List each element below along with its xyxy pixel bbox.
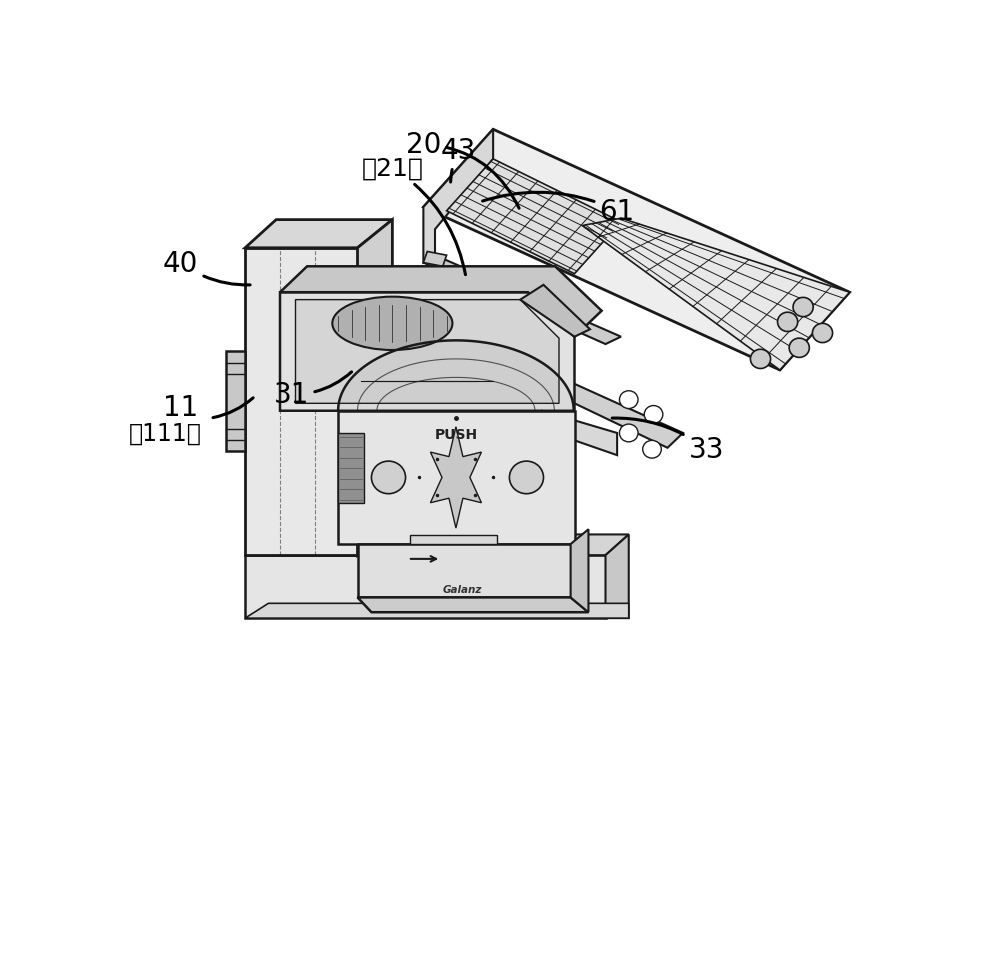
Polygon shape <box>296 300 559 404</box>
Polygon shape <box>338 433 364 504</box>
Circle shape <box>778 313 798 333</box>
Polygon shape <box>430 428 481 529</box>
Polygon shape <box>245 555 606 619</box>
Polygon shape <box>358 598 588 612</box>
Polygon shape <box>520 285 590 337</box>
Polygon shape <box>280 293 574 411</box>
Text: 11: 11 <box>163 394 198 422</box>
Polygon shape <box>423 256 621 345</box>
Ellipse shape <box>332 297 452 351</box>
Polygon shape <box>245 220 392 249</box>
Polygon shape <box>528 367 683 448</box>
Polygon shape <box>338 411 574 545</box>
Text: 40: 40 <box>163 249 250 285</box>
Circle shape <box>371 461 406 494</box>
Polygon shape <box>606 535 629 619</box>
Text: 61: 61 <box>483 193 635 226</box>
Polygon shape <box>582 219 850 371</box>
Text: 31: 31 <box>274 373 352 409</box>
Polygon shape <box>447 160 621 275</box>
Polygon shape <box>226 352 245 452</box>
Polygon shape <box>280 267 602 337</box>
Text: （21）: （21） <box>361 157 465 276</box>
Text: Galanz: Galanz <box>442 584 482 594</box>
Circle shape <box>619 425 638 442</box>
Text: PUSH: PUSH <box>434 428 477 442</box>
Text: 20: 20 <box>406 131 519 209</box>
Polygon shape <box>410 535 497 545</box>
Text: 33: 33 <box>612 419 724 464</box>
Polygon shape <box>534 411 617 456</box>
Circle shape <box>644 407 663 424</box>
Circle shape <box>619 391 638 409</box>
Polygon shape <box>423 130 493 263</box>
Polygon shape <box>245 604 629 619</box>
Circle shape <box>643 441 661 458</box>
Polygon shape <box>358 220 392 555</box>
Polygon shape <box>423 130 850 371</box>
Circle shape <box>750 350 771 369</box>
Circle shape <box>789 339 809 358</box>
Circle shape <box>812 324 833 343</box>
Polygon shape <box>571 530 588 612</box>
Polygon shape <box>245 535 629 555</box>
Polygon shape <box>245 249 358 555</box>
Polygon shape <box>358 545 571 598</box>
Text: 43: 43 <box>441 136 476 183</box>
Text: （111）: （111） <box>129 422 202 446</box>
Circle shape <box>793 298 813 317</box>
Polygon shape <box>423 252 447 267</box>
Circle shape <box>509 461 544 494</box>
